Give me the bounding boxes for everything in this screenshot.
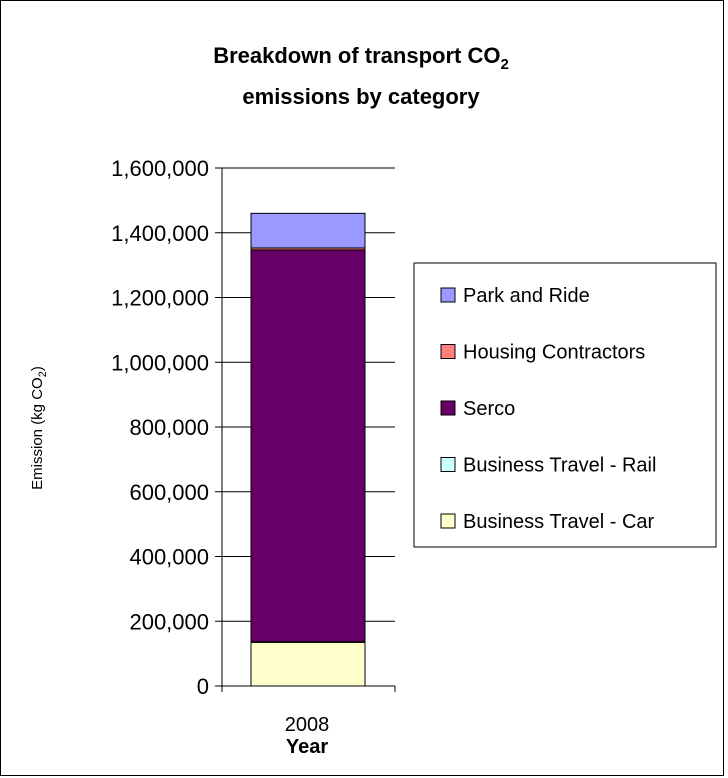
legend: Park and Ride Housing Contractors Serco Bus… [413, 262, 717, 548]
y-tick-label: 600,000 [129, 480, 209, 505]
legend-swatch-business-travel-rail [440, 457, 456, 472]
bar-segment-business-travel-car [250, 641, 366, 687]
legend-label-business-travel-car: Business Travel - Car [463, 511, 655, 533]
y-tick-label: 1,000,000 [111, 350, 209, 375]
legend-swatch-serco [440, 400, 456, 416]
bar-segment-park-and-ride [250, 212, 366, 249]
bar-stack [250, 212, 366, 687]
bar-segment-serco [250, 249, 366, 643]
legend-label-housing-contractors: Housing Contractors [463, 342, 645, 364]
y-tick-label: 400,000 [129, 545, 209, 570]
legend-box [413, 262, 717, 548]
legend-label-park-and-ride: Park and Ride [463, 285, 590, 307]
axes [215, 167, 396, 692]
legend-swatch-housing-contractors [440, 344, 456, 359]
chart-title-line2: emissions by category [242, 84, 480, 109]
y-tick-label: 1,600,000 [111, 156, 209, 181]
legend-swatch-business-travel-car [440, 513, 456, 529]
y-axis-label: Emission (kg CO2) [29, 366, 49, 490]
y-tick-label: 1,200,000 [111, 286, 209, 311]
x-axis-label: Year [286, 736, 328, 758]
y-tick-label: 1,400,000 [111, 221, 209, 246]
y-tick-labels: 0 200,000 400,000 600,000 800,000 1,000,000 1,… [111, 156, 209, 699]
y-tick-label: 800,000 [129, 415, 209, 440]
y-tick-label: 0 [197, 674, 209, 699]
legend-swatch-park-and-ride [440, 287, 456, 303]
x-tick-label-2008: 2008 [285, 714, 330, 736]
legend-label-business-travel-rail: Business Travel - Rail [463, 455, 656, 477]
legend-label-serco: Serco [463, 398, 515, 420]
y-tick-label: 200,000 [129, 609, 209, 634]
chart-title-line1: Breakdown of transport CO2 [213, 43, 509, 73]
